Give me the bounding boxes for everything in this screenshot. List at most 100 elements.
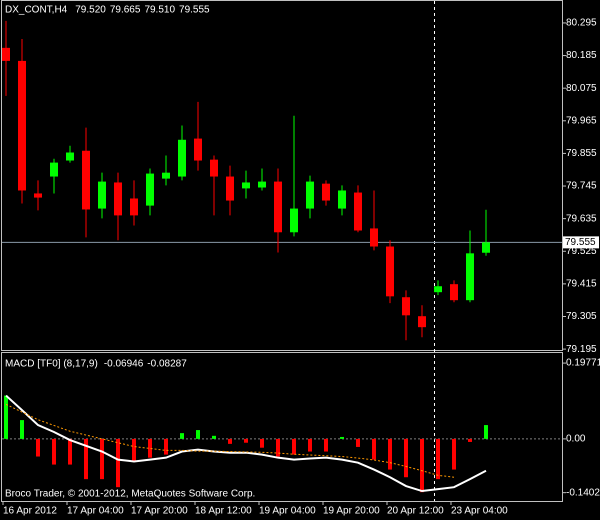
candle-body	[306, 181, 314, 209]
candle-body	[50, 162, 58, 177]
histogram-bar	[180, 433, 184, 439]
candle-body	[434, 286, 442, 293]
histogram-bar	[484, 425, 488, 439]
y-tick-label: 79.525	[566, 246, 597, 257]
x-tick-label: 23 Apr 04:00	[451, 506, 508, 517]
histogram-bar	[420, 438, 424, 493]
indicator-line	[5, 403, 455, 478]
histogram-bar	[260, 438, 264, 448]
candle-body	[418, 316, 426, 328]
x-tick-label: 18 Apr 12:00	[195, 506, 252, 517]
chart-title: DX_CONT,H4	[5, 5, 68, 16]
histogram-bar	[308, 438, 312, 452]
histogram-bar	[84, 438, 88, 480]
histogram-bar	[324, 438, 328, 452]
candle-body	[242, 182, 250, 189]
candle-body	[370, 228, 378, 247]
candle-body	[226, 176, 234, 201]
histogram-bar	[372, 438, 376, 460]
candle-body	[2, 47, 10, 61]
indicator-title: MACD [TF0] (8,17,9)	[5, 359, 98, 370]
main-panel-frame	[1, 0, 563, 351]
y-tick-label: 79.195	[566, 344, 597, 355]
candle-body	[466, 253, 474, 301]
histogram-bar	[36, 438, 40, 457]
y-tick-label: 80.075	[566, 83, 597, 94]
y-tick-label: 79.635	[566, 213, 597, 224]
histogram-bar	[68, 438, 72, 465]
histogram-bar	[436, 438, 440, 480]
footer: Broco Trader, © 2001-2012, MetaQuotes So…	[5, 489, 255, 500]
candle-body	[338, 190, 346, 209]
header-value: -0.06946	[104, 359, 144, 370]
histogram-bar	[340, 436, 344, 439]
histogram-bar	[4, 395, 8, 439]
histogram-bar	[164, 438, 168, 455]
y-tick-label: 0.19771	[566, 358, 600, 369]
y-tick-label: 79.415	[566, 279, 597, 290]
header-value: 79.520	[75, 5, 106, 16]
x-tick-label: 20 Apr 12:00	[387, 506, 444, 517]
header-value: -0.08287	[147, 359, 187, 370]
histogram-bar	[292, 438, 296, 455]
candle-body	[82, 150, 90, 210]
histogram-bar	[132, 438, 136, 462]
candle-body	[162, 172, 170, 179]
histogram-bar	[244, 438, 248, 443]
candle-body	[34, 193, 42, 198]
y-tick-label: 80.295	[566, 18, 597, 29]
header-value: 79.555	[179, 5, 210, 16]
candle-body	[114, 182, 122, 216]
histogram-bar	[468, 438, 472, 442]
histogram-bar	[148, 438, 152, 458]
histogram-bar	[356, 438, 360, 447]
header-value: 79.665	[110, 5, 141, 16]
histogram-bar	[404, 438, 408, 478]
histogram-bar	[228, 438, 232, 444]
candle-body	[210, 159, 218, 177]
y-tick-label: 79.855	[566, 148, 597, 159]
x-tick-label: 19 Apr 20:00	[323, 506, 380, 517]
x-tick-label: 16 Apr 2012	[3, 506, 57, 517]
histogram-bar	[20, 420, 24, 439]
x-tick-label: 17 Apr 04:00	[67, 506, 124, 517]
candle-body	[354, 192, 362, 231]
candle-body	[18, 60, 26, 191]
candle-body	[450, 284, 458, 301]
y-tick-label: 79.305	[566, 311, 597, 322]
y-tick-label: 0.00	[566, 434, 586, 445]
candle-body	[402, 297, 410, 316]
histogram-bar	[212, 435, 216, 439]
candle-body	[274, 181, 282, 233]
histogram-bar	[452, 438, 456, 470]
histogram-bar	[276, 438, 280, 457]
candle-body	[482, 242, 490, 253]
histogram-bar	[100, 438, 104, 480]
histogram-bar	[52, 438, 56, 465]
candle-body	[66, 152, 74, 161]
candle-body	[258, 181, 266, 188]
candle-body	[322, 183, 330, 201]
bid-label-box	[563, 236, 599, 249]
histogram-bar	[388, 438, 392, 470]
candle-body	[146, 173, 154, 206]
candle-body	[178, 139, 186, 177]
bid-label: 79.555	[565, 237, 596, 248]
histogram-bar	[196, 430, 200, 439]
y-tick-label: 79.745	[566, 181, 597, 192]
candle-body	[98, 181, 106, 209]
y-tick-label: 80.185	[566, 50, 597, 61]
indicator-line	[5, 394, 487, 493]
macd-panel-frame	[1, 352, 563, 502]
histogram-bar	[116, 438, 120, 488]
header-value: 79.510	[144, 5, 175, 16]
x-tick-label: 19 Apr 04:00	[259, 506, 316, 517]
y-tick-label: -0.14025	[566, 487, 600, 498]
candle-body	[130, 198, 138, 216]
candle-body	[290, 208, 298, 233]
y-tick-label: 79.965	[566, 115, 597, 126]
candle-body	[194, 138, 202, 161]
